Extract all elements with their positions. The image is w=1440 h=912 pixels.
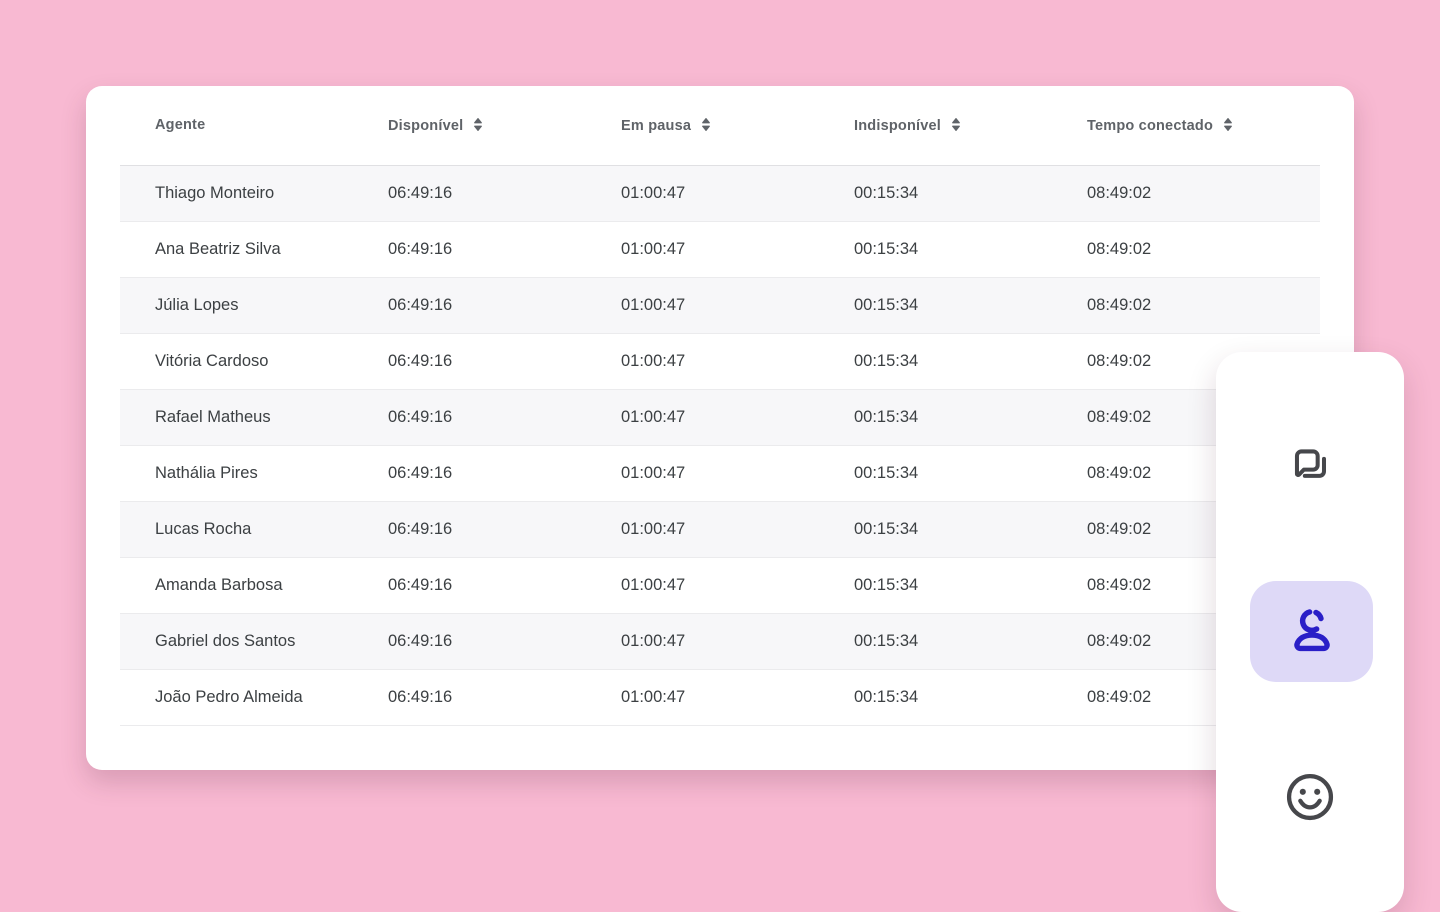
paused-cell: 01:00:47 <box>586 165 819 222</box>
agents-button-active[interactable] <box>1250 581 1373 682</box>
column-label: Disponível <box>388 117 464 134</box>
column-header-agente: Agente <box>120 86 353 166</box>
table-row: Júlia Lopes 06:49:16 01:00:47 00:15:34 0… <box>120 277 1320 334</box>
available-cell: 06:49:16 <box>353 501 586 558</box>
available-cell: 06:49:16 <box>353 221 586 278</box>
connected-cell: 08:49:02 <box>1052 221 1320 278</box>
unavailable-cell: 00:15:34 <box>819 613 1052 670</box>
unavailable-cell: 00:15:34 <box>819 333 1052 390</box>
agent-name-cell: João Pedro Almeida <box>120 669 353 726</box>
column-header-em-pausa[interactable]: Em pausa <box>586 86 819 166</box>
unavailable-cell: 00:15:34 <box>819 501 1052 558</box>
agent-name-cell: Nathália Pires <box>120 445 353 502</box>
satisfaction-button[interactable] <box>1283 770 1337 824</box>
smiley-face-icon <box>1286 773 1334 821</box>
unavailable-cell: 00:15:34 <box>819 277 1052 334</box>
paused-cell: 01:00:47 <box>586 333 819 390</box>
column-header-disponivel[interactable]: Disponível <box>353 86 586 166</box>
floating-nav-panel <box>1216 352 1404 912</box>
sort-icon <box>474 117 483 131</box>
column-header-tempo-conectado[interactable]: Tempo conectado <box>1052 86 1320 166</box>
agents-table: Agente Disponível Em pausa Indisponível … <box>120 86 1320 726</box>
conversations-button[interactable] <box>1286 442 1334 490</box>
agent-name-cell: Júlia Lopes <box>120 277 353 334</box>
agent-name-cell: Vitória Cardoso <box>120 333 353 390</box>
unavailable-cell: 00:15:34 <box>819 165 1052 222</box>
agents-report-card: Agente Disponível Em pausa Indisponível … <box>86 86 1354 770</box>
available-cell: 06:49:16 <box>353 445 586 502</box>
person-icon <box>1293 608 1330 651</box>
available-cell: 06:49:16 <box>353 557 586 614</box>
table-row: Rafael Matheus 06:49:16 01:00:47 00:15:3… <box>120 389 1320 446</box>
column-label: Indisponível <box>854 117 941 134</box>
agent-name-cell: Amanda Barbosa <box>120 557 353 614</box>
unavailable-cell: 00:15:34 <box>819 669 1052 726</box>
available-cell: 06:49:16 <box>353 613 586 670</box>
available-cell: 06:49:16 <box>353 333 586 390</box>
unavailable-cell: 00:15:34 <box>819 445 1052 502</box>
agents-table-container: Agente Disponível Em pausa Indisponível … <box>120 86 1320 726</box>
connected-cell: 08:49:02 <box>1052 165 1320 222</box>
agent-name-cell: Rafael Matheus <box>120 389 353 446</box>
column-label: Em pausa <box>621 117 692 134</box>
table-row: Nathália Pires 06:49:16 01:00:47 00:15:3… <box>120 445 1320 502</box>
table-row: Vitória Cardoso 06:49:16 01:00:47 00:15:… <box>120 333 1320 390</box>
table-row: Amanda Barbosa 06:49:16 01:00:47 00:15:3… <box>120 557 1320 614</box>
app-canvas: { "colors": { "bg_pink": "#F8B9D2", "car… <box>86 86 1404 912</box>
chat-bubbles-icon <box>1294 449 1327 478</box>
sort-icon <box>1224 117 1232 131</box>
table-row: João Pedro Almeida 06:49:16 01:00:47 00:… <box>120 669 1320 726</box>
agent-name-cell: Lucas Rocha <box>120 501 353 558</box>
paused-cell: 01:00:47 <box>586 445 819 502</box>
table-row: Gabriel dos Santos 06:49:16 01:00:47 00:… <box>120 613 1320 670</box>
paused-cell: 01:00:47 <box>586 277 819 334</box>
header-row: Agente Disponível Em pausa Indisponível … <box>120 86 1320 166</box>
sort-icon <box>952 117 960 131</box>
column-label: Tempo conectado <box>1087 117 1213 134</box>
column-header-indisponivel[interactable]: Indisponível <box>819 86 1052 166</box>
table-header: Agente Disponível Em pausa Indisponível … <box>120 86 1320 166</box>
unavailable-cell: 00:15:34 <box>819 557 1052 614</box>
column-label: Agente <box>155 117 206 134</box>
available-cell: 06:49:16 <box>353 165 586 222</box>
connected-cell: 08:49:02 <box>1052 277 1320 334</box>
paused-cell: 01:00:47 <box>586 613 819 670</box>
available-cell: 06:49:16 <box>353 389 586 446</box>
paused-cell: 01:00:47 <box>586 669 819 726</box>
agent-name-cell: Ana Beatriz Silva <box>120 221 353 278</box>
unavailable-cell: 00:15:34 <box>819 389 1052 446</box>
agent-name-cell: Gabriel dos Santos <box>120 613 353 670</box>
table-body: Thiago Monteiro 06:49:16 01:00:47 00:15:… <box>120 165 1320 726</box>
paused-cell: 01:00:47 <box>586 557 819 614</box>
table-row: Ana Beatriz Silva 06:49:16 01:00:47 00:1… <box>120 221 1320 278</box>
table-row: Thiago Monteiro 06:49:16 01:00:47 00:15:… <box>120 165 1320 222</box>
paused-cell: 01:00:47 <box>586 501 819 558</box>
paused-cell: 01:00:47 <box>586 221 819 278</box>
table-row: Lucas Rocha 06:49:16 01:00:47 00:15:34 0… <box>120 501 1320 558</box>
agent-name-cell: Thiago Monteiro <box>120 165 353 222</box>
unavailable-cell: 00:15:34 <box>819 221 1052 278</box>
paused-cell: 01:00:47 <box>586 389 819 446</box>
sort-icon <box>702 117 711 131</box>
available-cell: 06:49:16 <box>353 669 586 726</box>
available-cell: 06:49:16 <box>353 277 586 334</box>
